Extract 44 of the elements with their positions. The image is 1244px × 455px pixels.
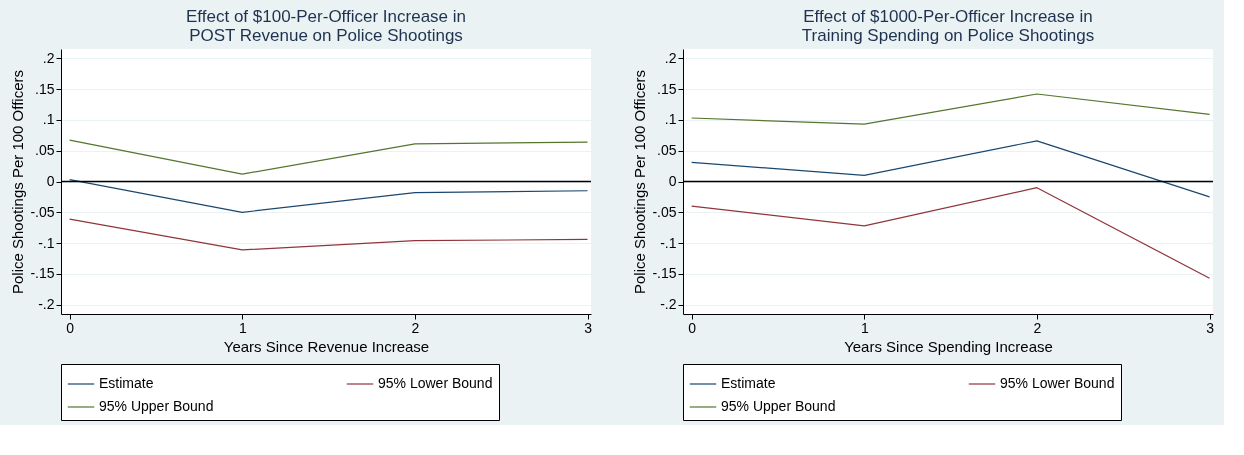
x-axis-title: Years Since Revenue Increase (223, 337, 430, 355)
line-series (691, 140, 1211, 198)
y-tick-label: -.05 (652, 203, 677, 220)
y-tick-label: -.15 (652, 265, 677, 282)
x-tick-label: 1 (238, 319, 247, 336)
x-axis-title: Years Since Spending Increase (844, 337, 1053, 355)
chart-title: Effect of $1000-Per-Officer Increase in Training Spending on Police Shootings (801, 7, 1095, 45)
y-tick-label: -.15 (30, 265, 55, 282)
legend-label: 95% Upper Bound (99, 398, 214, 414)
y-tick-label: -.2 (38, 296, 55, 313)
line-series (69, 179, 589, 213)
x-tick-label: 0 (688, 319, 697, 336)
y-tick-label: .15 (35, 80, 55, 97)
y-tick-label: 0 (668, 173, 677, 189)
legend-label: 95% Lower Bound (1000, 375, 1115, 391)
line-series (69, 218, 589, 251)
y-tick-label: .2 (664, 49, 677, 66)
y-tick-label: .05 (657, 142, 677, 159)
y-axis-title: Police Shootings Per 100 Officers (631, 69, 649, 295)
y-tick-label: 0 (46, 173, 55, 189)
y-tick-label: -.1 (660, 234, 677, 251)
x-tick-label: 1 (860, 319, 869, 336)
y-axis-title: Police Shootings Per 100 Officers (9, 69, 27, 295)
legend-label: 95% Lower Bound (378, 375, 493, 391)
y-tick-label: .05 (35, 142, 55, 159)
y-tick-label: -.1 (38, 234, 55, 251)
y-tick-label: -.05 (30, 203, 55, 220)
line-series (691, 93, 1211, 125)
y-tick-label: .1 (42, 111, 55, 128)
x-tick-label: 0 (66, 319, 75, 336)
legend-label: Estimate (99, 375, 154, 391)
x-tick-label: 2 (1033, 319, 1042, 336)
legend-label: 95% Upper Bound (721, 398, 836, 414)
x-tick-label: 3 (584, 319, 593, 336)
x-tick-label: 2 (411, 319, 420, 336)
y-tick-label: .15 (657, 80, 677, 97)
line-series (69, 139, 589, 175)
y-tick-label: .1 (664, 111, 677, 128)
chart-title: Effect of $100-Per-Officer Increase in POST Revenue on Police Shootings (185, 7, 467, 45)
x-tick-label: 3 (1206, 319, 1215, 336)
line-series (691, 187, 1211, 279)
y-tick-label: -.2 (660, 296, 677, 313)
legend-label: Estimate (721, 375, 776, 391)
y-tick-label: .2 (42, 49, 55, 66)
